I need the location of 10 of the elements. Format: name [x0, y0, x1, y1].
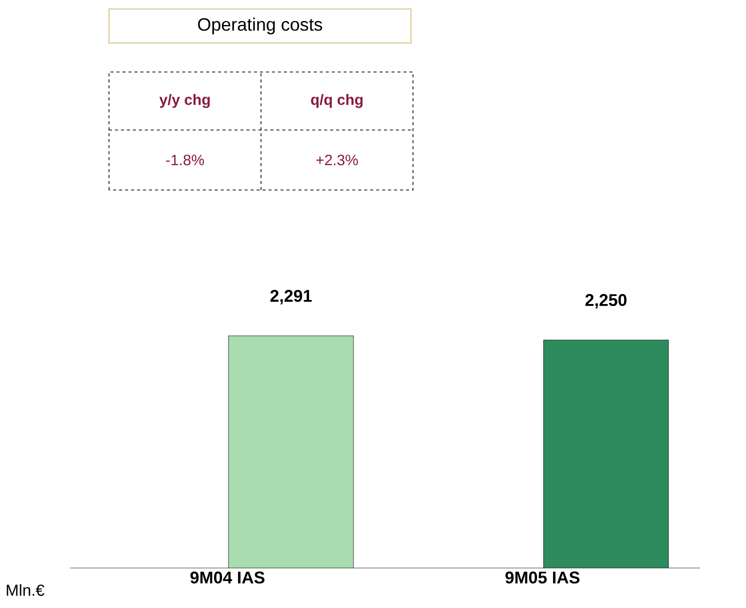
- data-label: 2,250: [585, 294, 626, 308]
- data-label: 2,291: [270, 290, 312, 304]
- text: q/q chg: [311, 94, 363, 108]
- chart-title: Operating costs: [198, 18, 322, 34]
- y-axis-title: Mln.€: [6, 584, 44, 596]
- text: -1.8%: [166, 154, 204, 166]
- text: +2.3%: [316, 154, 358, 166]
- text: y/y chg: [159, 94, 210, 108]
- x-tick-label: 9M04 IAS: [190, 572, 264, 584]
- x-tick-label: 9M05 IAS: [505, 572, 580, 584]
